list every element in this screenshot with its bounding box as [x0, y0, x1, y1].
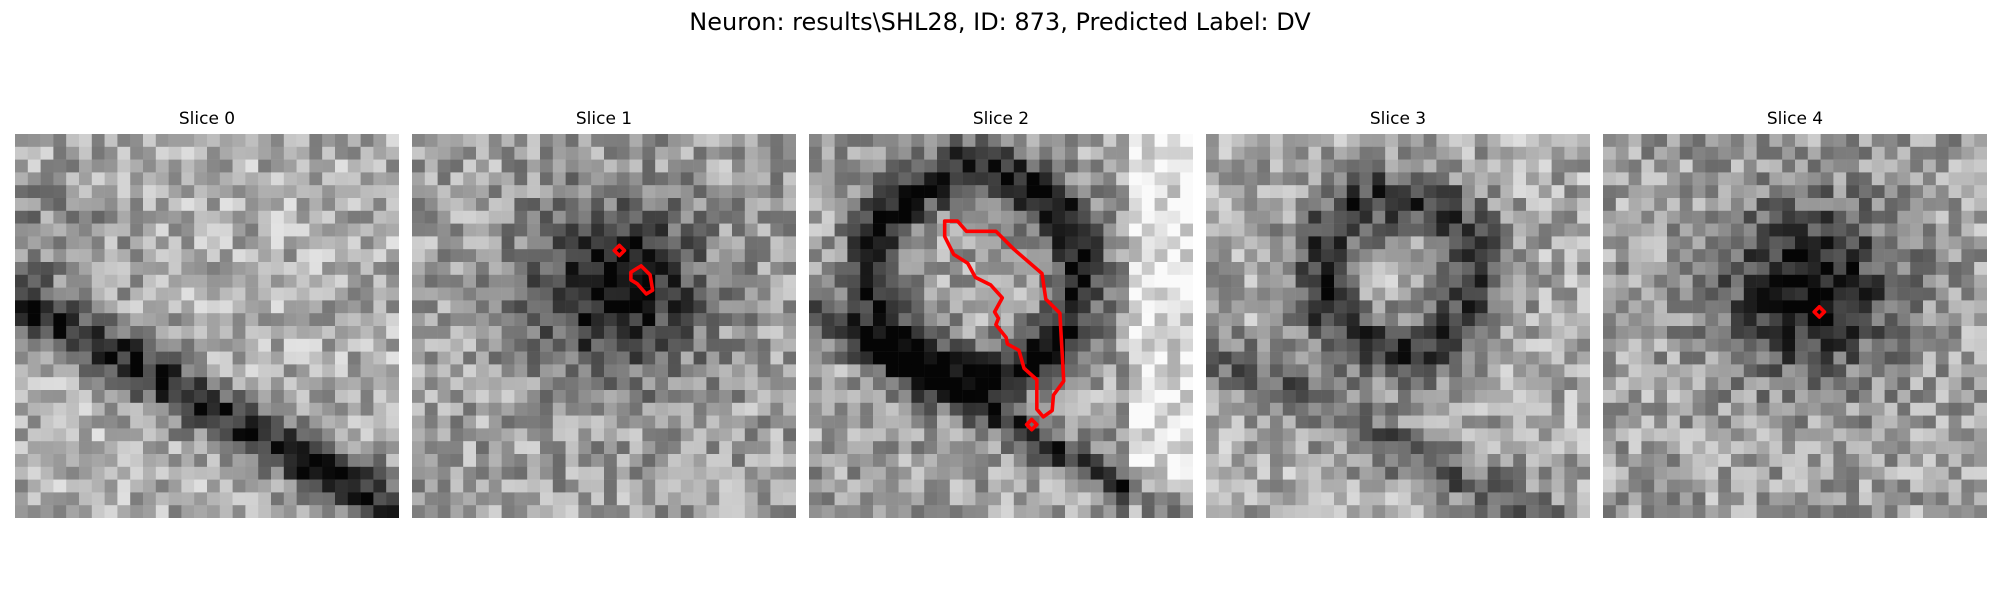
slice-title: Slice 4 — [1766, 109, 1824, 129]
slice-image-3 — [1206, 134, 1590, 518]
segmentation-contour — [1024, 417, 1039, 432]
slice-panel-4: Slice 4 — [1603, 108, 1987, 518]
slice-title: Slice 3 — [1369, 109, 1427, 129]
segmentation-contour — [1812, 305, 1827, 319]
slice-image-1 — [412, 134, 796, 518]
slice-panel-1: Slice 1 — [412, 108, 796, 518]
slice-title: Slice 0 — [178, 109, 236, 129]
segmentation-contour — [629, 264, 655, 296]
slice-image-4 — [1603, 134, 1987, 518]
slice-image-2 — [809, 134, 1193, 518]
segmentation-contour — [942, 219, 1066, 419]
figure-title: Neuron: results\SHL28, ID: 873, Predicte… — [689, 8, 1311, 36]
slice-title: Slice 1 — [575, 109, 633, 129]
slice-panel-0: Slice 0 — [15, 108, 399, 518]
segmentation-contour — [612, 243, 627, 258]
slice-panel-2: Slice 2 — [809, 108, 1193, 518]
slice-panel-3: Slice 3 — [1206, 108, 1590, 518]
slice-image-0 — [15, 134, 399, 518]
slice-title: Slice 2 — [972, 109, 1030, 129]
